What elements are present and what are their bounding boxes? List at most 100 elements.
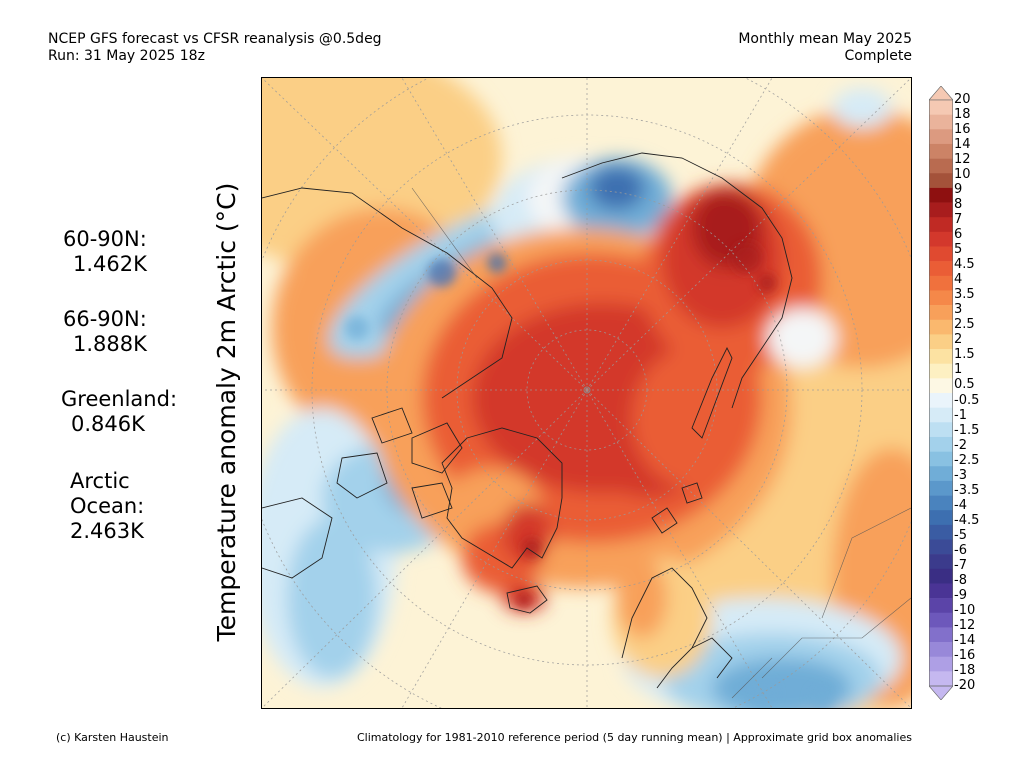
colorbar-swatch <box>929 319 953 335</box>
colorbar-tick-label: 20 <box>954 92 971 107</box>
colorbar-swatch <box>929 217 953 233</box>
stat-value: 2.463K <box>70 519 144 543</box>
colorbar-swatch <box>929 114 953 130</box>
stat-value: 0.846K <box>71 412 145 436</box>
colorbar-swatch <box>929 524 953 540</box>
colorbar-tick-label: 8 <box>954 197 963 213</box>
colorbar-tick-label: -8 <box>954 572 967 588</box>
colorbar-tick-label: 12 <box>954 152 971 168</box>
colorbar-tick-label: -1 <box>954 407 967 423</box>
graticule <box>262 78 911 708</box>
north-pole-marker <box>583 386 591 394</box>
colorbar-swatch <box>929 568 953 584</box>
colorbar-tick-label: 18 <box>954 107 971 123</box>
colorbar-tick-label: -5 <box>954 527 967 543</box>
stat-label: Arctic <box>70 469 130 493</box>
stat-label: 66-90N: <box>63 307 147 331</box>
colorbar-tick-label: 16 <box>954 122 971 138</box>
colorbar <box>929 86 953 700</box>
colorbar-swatch <box>929 290 953 306</box>
stat-arctic-ocean: Arctic Ocean: 2.463K <box>70 469 144 544</box>
colorbar-tick-label: -9 <box>954 587 967 603</box>
colorbar-swatch <box>929 275 953 291</box>
stat-60-90n: 60-90N: 1.462K <box>63 227 147 277</box>
colorbar-tick-label: -1.5 <box>954 422 980 438</box>
colorbar-tick-label: -18 <box>954 662 976 678</box>
colorbar-tick-label: 4.5 <box>954 257 975 273</box>
copyright: (c) Karsten Haustein <box>56 731 169 744</box>
completion-status: Complete <box>844 48 912 64</box>
colorbar-swatch <box>929 480 953 496</box>
colorbar-swatch <box>929 436 953 452</box>
colorbar-swatch <box>929 671 953 687</box>
colorbar-swatch <box>929 378 953 394</box>
header-left: NCEP GFS forecast vs CFSR reanalysis @0.… <box>48 31 382 65</box>
stat-label: Greenland: <box>61 387 178 411</box>
colorbar-tick-label: 1 <box>954 362 963 378</box>
colorbar-swatch <box>929 554 953 570</box>
colorbar-swatch <box>929 129 953 145</box>
colorbar-tick-label: 1.5 <box>954 347 975 363</box>
anomaly-detail <box>345 242 834 708</box>
stat-value: 1.462K <box>73 252 147 276</box>
colorbar-tick-label: 9 <box>954 182 963 198</box>
colorbar-min-arrow <box>929 685 953 700</box>
colorbar-swatch <box>929 539 953 555</box>
colorbar-tick-label: 2 <box>954 332 963 348</box>
colorbar-swatch <box>929 656 953 672</box>
colorbar-tick-label: 6 <box>954 227 963 243</box>
colorbar-swatch <box>929 627 953 643</box>
borders <box>411 187 911 699</box>
colorbar-swatch <box>929 451 953 467</box>
colorbar-tick-label: 14 <box>954 137 971 153</box>
period-title: Monthly mean May 2025 <box>738 31 912 47</box>
colorbar-tick-label: -6 <box>954 542 967 558</box>
colorbar-swatch <box>929 363 953 379</box>
colorbar-swatch <box>929 143 953 159</box>
colorbar-tick-label: -4 <box>954 497 967 513</box>
run-time: Run: 31 May 2025 18z <box>48 48 205 64</box>
colorbar-tick-label: 5 <box>954 242 963 258</box>
stat-label: 60-90N: <box>63 227 147 251</box>
colorbar-swatch <box>929 642 953 657</box>
colorbar-swatch <box>929 393 953 408</box>
climatology-note: Climatology for 1981-2010 reference peri… <box>356 731 912 744</box>
colorbar-swatch <box>929 100 953 115</box>
colorbar-swatch <box>929 246 953 262</box>
colorbar-tick-label: 10 <box>954 167 971 183</box>
colorbar-swatch <box>929 334 953 350</box>
colorbar-tick-label: -2.5 <box>954 452 980 468</box>
colorbar-swatch <box>929 422 953 438</box>
colorbar-tick-label: -12 <box>954 617 976 633</box>
colorbar-tick-label: 3 <box>954 302 963 318</box>
anomaly-field <box>262 78 911 708</box>
colorbar-swatch <box>929 598 953 614</box>
colorbar-swatch <box>929 173 953 189</box>
colorbar-tick-label: -16 <box>954 647 976 663</box>
arctic-anomaly-map <box>261 77 912 709</box>
model-title: NCEP GFS forecast vs CFSR reanalysis @0.… <box>48 31 382 47</box>
stat-label: Ocean: <box>70 494 145 518</box>
colorbar-tick-label: -7 <box>954 557 967 573</box>
colorbar-tick-label: 0.5 <box>954 377 975 393</box>
colorbar-swatch <box>929 466 953 482</box>
colorbar-swatch <box>929 407 953 423</box>
colorbar-tick-label: -4.5 <box>954 512 980 528</box>
colorbar-max-arrow <box>929 86 953 101</box>
colorbar-swatch <box>929 612 953 628</box>
colorbar-swatch <box>929 231 953 247</box>
colorbar-swatch <box>929 583 953 599</box>
coastlines <box>262 152 793 689</box>
colorbar-swatch <box>929 158 953 174</box>
colorbar-swatch <box>929 495 953 511</box>
stat-value: 1.888K <box>73 332 147 356</box>
colorbar-tick-label: 3.5 <box>954 287 975 303</box>
map-canvas <box>262 78 911 708</box>
colorbar-tick-label: -0.5 <box>954 392 980 408</box>
colorbar-tick-label: -3.5 <box>954 482 980 498</box>
colorbar-swatch <box>929 305 953 321</box>
colorbar-tick-label: -2 <box>954 437 967 453</box>
stat-66-90n: 66-90N: 1.888K <box>63 307 147 357</box>
colorbar-swatch <box>929 187 953 203</box>
colorbar-tick-label: -10 <box>954 602 976 618</box>
